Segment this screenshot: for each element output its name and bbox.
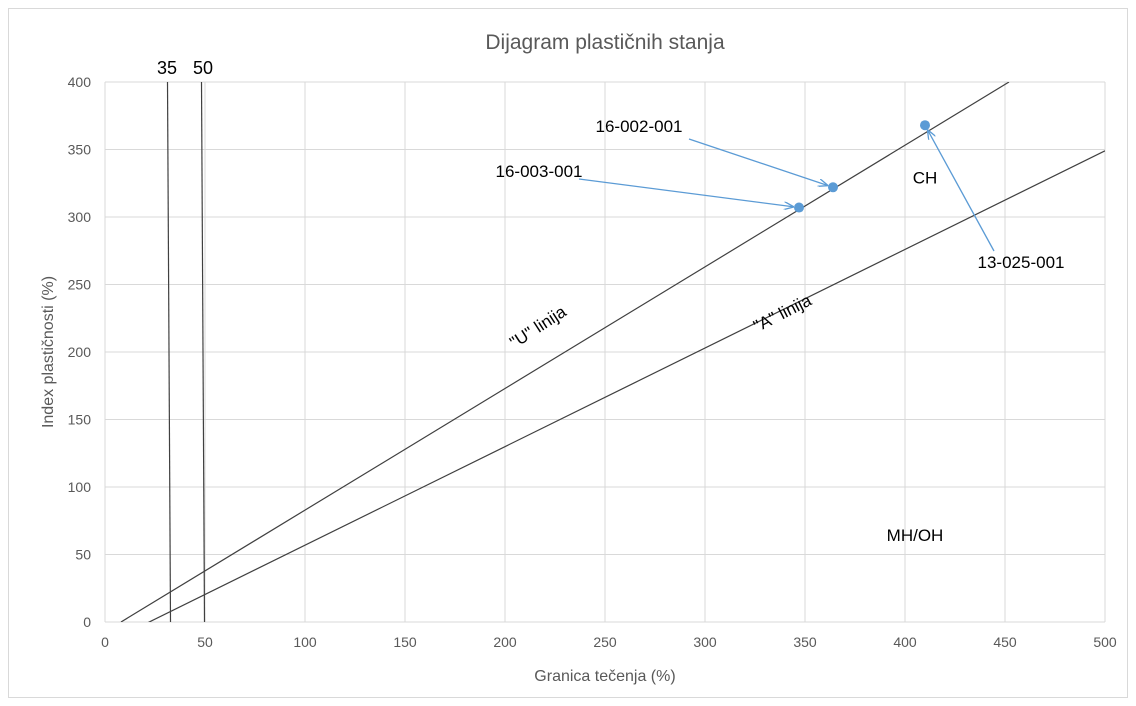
x-tick-label: 500 [1093, 634, 1117, 650]
vertical-line-35 [166, 81, 172, 623]
reference-line-label-u: "U" linija [506, 302, 570, 353]
grid [104, 81, 1106, 623]
x-axis-title: Granica tečenja (%) [534, 668, 675, 685]
annotation-labels: "U" linija "A" linija16-003-00116-002-001… [496, 117, 1065, 545]
x-tick-label: 350 [793, 634, 817, 650]
x-tick-label: 300 [693, 634, 717, 650]
reference-line-u [120, 82, 1010, 622]
y-tick-label: 350 [68, 142, 92, 158]
chart-frame: Dijagram plastičnih stanja Granica tečen… [8, 8, 1128, 698]
vertical-lines: 35 50 [157, 58, 213, 623]
tick-labels: 0 50 100 150 200 250 300 350 400 450 500 0 50 100 150 2… [68, 74, 1117, 650]
y-tick-label: 50 [75, 547, 91, 563]
region-label-mh-oh: MH/OH [887, 526, 944, 545]
y-tick-label: 200 [68, 344, 92, 360]
point-label-13-025-001: 13-025-001 [978, 253, 1065, 272]
annotation-arrow [928, 130, 995, 252]
annotation-arrows [578, 130, 995, 252]
y-tick-label: 0 [83, 614, 91, 630]
data-point-13-025-001 [920, 120, 930, 131]
x-tick-label: 0 [101, 634, 109, 650]
y-tick-label: 100 [68, 479, 92, 495]
point-label-16-002-001: 16-002-001 [596, 117, 683, 136]
region-label-ch: CH [913, 168, 938, 187]
y-tick-label: 250 [68, 277, 92, 293]
point-label-16-003-001: 16-003-001 [496, 162, 583, 181]
vertical-line-label-50: 50 [193, 58, 213, 78]
y-axis-title: Index plastičnosti (%) [40, 276, 57, 428]
x-tick-label: 100 [293, 634, 317, 650]
reference-line-a [147, 150, 1105, 622]
x-tick-label: 450 [993, 634, 1017, 650]
y-tick-label: 150 [68, 412, 92, 428]
data-point-16-002-001 [828, 182, 838, 193]
x-tick-label: 50 [197, 634, 213, 650]
x-tick-label: 200 [493, 634, 517, 650]
vertical-line-50 [200, 81, 206, 623]
x-tick-label: 250 [593, 634, 617, 650]
data-point-16-003-001 [794, 202, 804, 213]
y-tick-label: 400 [68, 74, 92, 90]
chart-title: Dijagram plastičnih stanja [485, 31, 725, 54]
y-tick-label: 300 [68, 209, 92, 225]
annotation-arrow [688, 138, 827, 185]
x-tick-label: 150 [393, 634, 417, 650]
reference-lines [120, 82, 1105, 622]
data-points [794, 120, 930, 213]
annotation-arrow [578, 178, 793, 207]
plasticity-chart: Dijagram plastičnih stanja Granica tečen… [40, 31, 1117, 685]
x-tick-label: 400 [893, 634, 917, 650]
vertical-line-label-35: 35 [157, 58, 177, 78]
